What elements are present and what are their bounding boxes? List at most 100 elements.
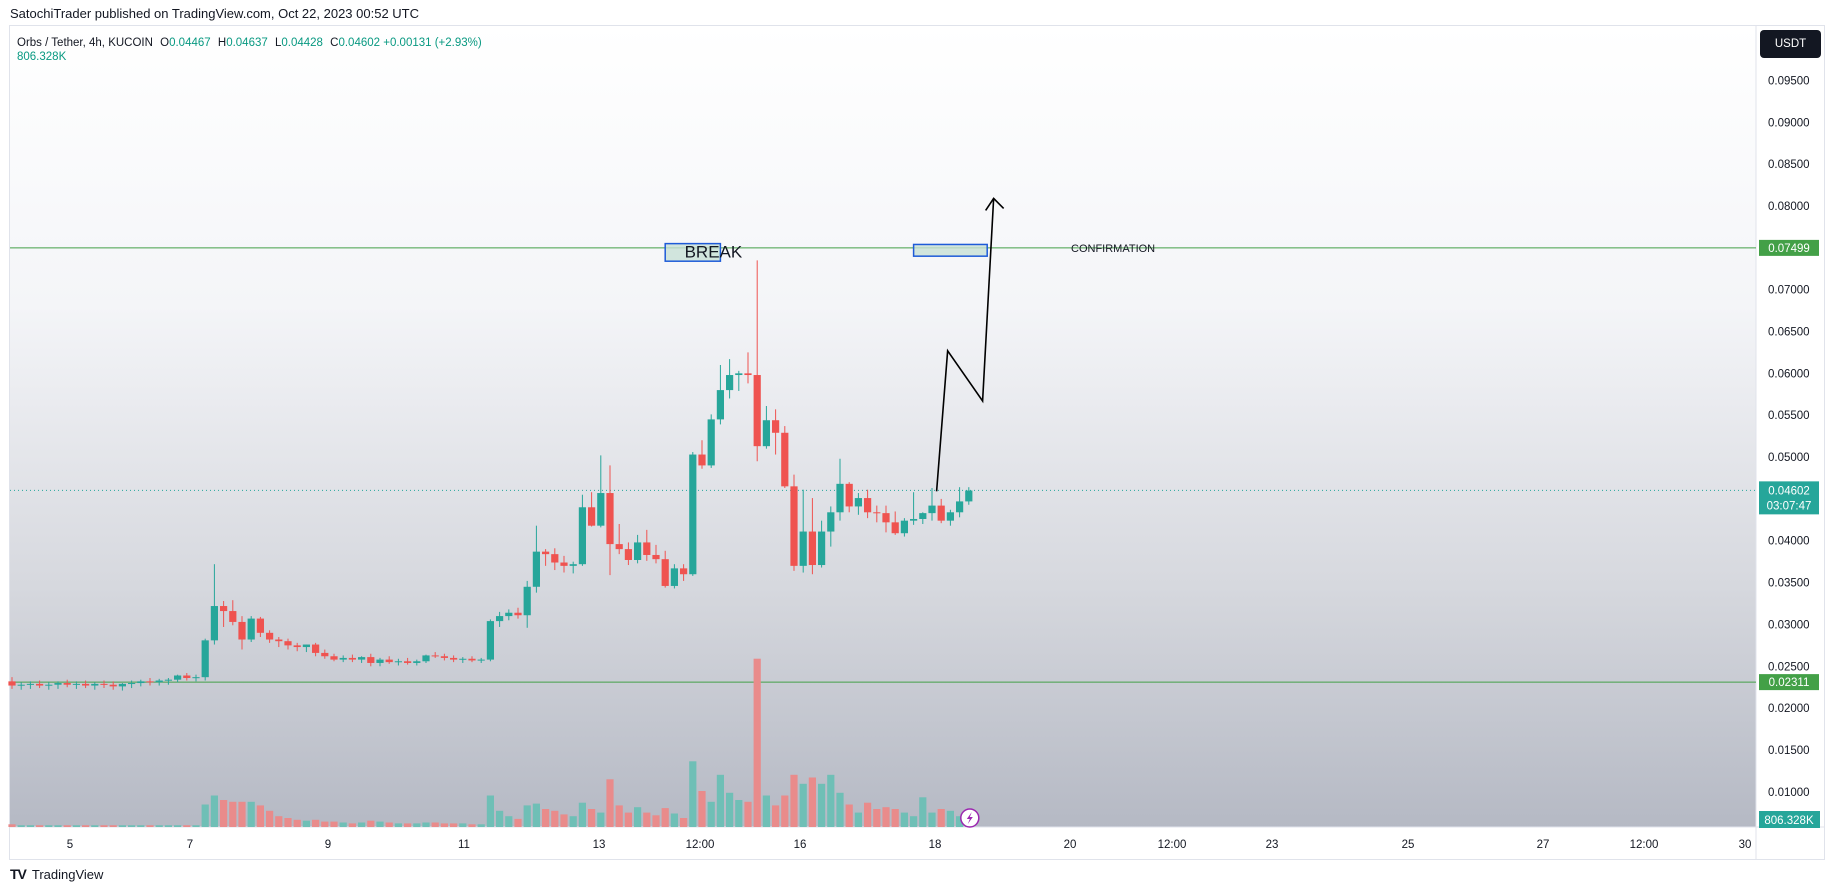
candle-body xyxy=(551,554,559,563)
volume-bar xyxy=(17,825,25,827)
candle-body xyxy=(26,683,34,685)
candle-countdown-label: 03:07:47 xyxy=(1767,500,1812,512)
candle-body xyxy=(36,683,44,686)
candle-body xyxy=(836,483,844,513)
y-tick-label: 0.08500 xyxy=(1768,159,1810,171)
candle-body xyxy=(238,621,246,640)
candle-body xyxy=(716,390,724,420)
candle-body xyxy=(790,486,798,566)
candle-body xyxy=(919,513,927,519)
candle-body xyxy=(201,640,209,678)
volume-bar xyxy=(845,804,853,827)
volume-bar xyxy=(698,791,706,827)
candle-body xyxy=(54,683,62,685)
volume-bar xyxy=(201,804,209,827)
candle-body xyxy=(128,683,136,685)
volume-bar xyxy=(321,821,329,827)
volume-bar xyxy=(652,815,660,827)
candle-body xyxy=(689,454,697,575)
lightning-glyph xyxy=(966,812,973,824)
candle-body xyxy=(523,586,531,616)
volume-bar xyxy=(302,820,310,827)
confirmation-annotation: CONFIRMATION xyxy=(1071,243,1155,255)
candle-body xyxy=(542,551,550,555)
candle-body xyxy=(670,568,678,586)
volume-bar xyxy=(928,812,936,827)
x-tick-label: 13 xyxy=(593,839,606,851)
low-label: L xyxy=(274,37,282,49)
volume-bar xyxy=(744,801,752,827)
candle-body xyxy=(808,531,816,566)
volume-bar xyxy=(164,825,172,827)
volume-bar xyxy=(109,825,117,827)
tradingview-logo-text: TradingView xyxy=(31,866,104,882)
y-tick-label: 0.09000 xyxy=(1768,117,1810,129)
break-annotation: BREAK xyxy=(685,243,743,262)
volume-bar xyxy=(450,823,458,827)
x-tick-label: 9 xyxy=(325,839,331,851)
candle-body xyxy=(321,652,329,657)
volume-bar xyxy=(772,805,780,827)
x-tick-label: 23 xyxy=(1266,839,1279,851)
volume-bar xyxy=(91,825,99,827)
y-tick-label: 0.02500 xyxy=(1768,661,1810,673)
candle-body xyxy=(578,507,586,565)
volume-bar xyxy=(707,801,715,827)
candle-body xyxy=(560,562,568,566)
volume-bar xyxy=(790,774,798,827)
x-tick-label: 5 xyxy=(67,839,73,851)
volume-bar xyxy=(551,810,559,827)
symbol-title: Orbs / Tether, 4h, KUCOIN xyxy=(17,37,153,49)
candle-body xyxy=(707,419,715,466)
volume-bar xyxy=(606,779,614,827)
tradingview-logo[interactable]: TV TradingView xyxy=(10,866,103,882)
volume-bar xyxy=(505,816,513,827)
volume-bar xyxy=(818,783,826,827)
y-tick-label: 0.01000 xyxy=(1768,787,1810,799)
candle-body xyxy=(910,518,918,521)
candle-body xyxy=(753,375,761,447)
volume-bar xyxy=(348,823,356,827)
candle-body xyxy=(450,657,458,660)
x-tick-label: 12:00 xyxy=(686,839,715,851)
candle-body xyxy=(477,659,485,661)
volume-bar xyxy=(680,818,688,827)
candle-body xyxy=(505,612,513,617)
y-tick-label: 0.06500 xyxy=(1768,327,1810,339)
volume-bar xyxy=(330,821,338,827)
volume-bar xyxy=(486,795,494,827)
volume-bar xyxy=(275,816,283,827)
open-label: O xyxy=(160,37,170,49)
highlight-zone-box xyxy=(664,242,722,262)
volume-bar xyxy=(358,822,366,827)
volume-bar xyxy=(293,819,301,827)
volume-bar xyxy=(440,823,448,827)
candle-body xyxy=(367,657,375,663)
candle-body xyxy=(247,618,255,640)
volume-bar xyxy=(523,805,531,827)
candle-body xyxy=(348,657,356,660)
candle-body xyxy=(82,683,90,686)
volume-bar xyxy=(560,814,568,827)
close-value: 0.04602 xyxy=(338,37,381,49)
candle-body xyxy=(827,512,835,532)
candle-body xyxy=(8,681,16,686)
candle-body xyxy=(229,611,237,622)
high-label: H xyxy=(217,37,227,49)
volume-bar xyxy=(762,795,770,827)
candle-body xyxy=(956,501,964,513)
candle-body xyxy=(45,684,53,686)
volume-bar xyxy=(385,822,393,827)
level-price-label: 0.02311 xyxy=(1769,677,1810,689)
volume-bar xyxy=(82,825,90,827)
candle-body xyxy=(109,684,117,687)
symbol-legend: Orbs / Tether, 4h, KUCOIN O0.04467 H0.04… xyxy=(17,35,482,51)
currency-button[interactable]: USDT xyxy=(1760,30,1821,58)
volume-readout: 806.328K xyxy=(17,51,67,63)
candle-body xyxy=(266,632,274,640)
projection-path xyxy=(935,198,995,492)
candle-body xyxy=(873,512,881,514)
volume-bar xyxy=(146,825,154,827)
volume-bar xyxy=(238,801,246,827)
